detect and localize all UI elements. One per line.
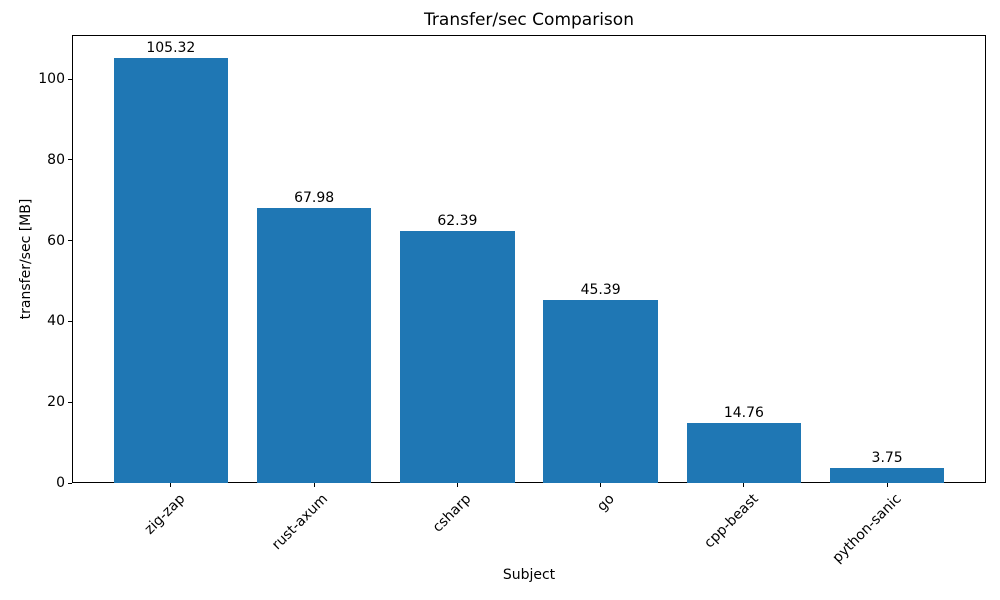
- x-tick-label: python-sanic: [829, 491, 905, 567]
- bar-value-label: 3.75: [871, 449, 903, 466]
- x-tick-label: zig-zap: [141, 491, 189, 538]
- y-tick-label: 0: [56, 475, 65, 491]
- y-tick-label: 80: [47, 151, 65, 168]
- bar: [113, 57, 229, 483]
- x-axis-label: Subject: [502, 567, 556, 583]
- bar-value-label: 105.32: [146, 39, 196, 56]
- x-tick-mark: [743, 483, 745, 487]
- y-tick-mark: [68, 78, 72, 80]
- y-tick-label: 20: [47, 394, 65, 411]
- y-tick-mark: [68, 482, 72, 484]
- x-tick-label: rust-axum: [269, 491, 332, 554]
- bar: [400, 230, 515, 483]
- x-tick-label: cpp-beast: [700, 491, 762, 552]
- y-tick-mark: [68, 240, 72, 242]
- x-tick-mark: [456, 483, 458, 487]
- y-axis-label: transfer/sec [MB]: [18, 198, 34, 320]
- x-tick-mark: [170, 483, 172, 487]
- y-tick-label: 60: [47, 232, 65, 249]
- chart-title: Transfer/sec Comparison: [424, 10, 634, 30]
- y-tick-mark: [68, 401, 72, 403]
- y-tick-mark: [68, 320, 72, 322]
- x-tick-label: csharp: [430, 491, 475, 536]
- x-tick-mark: [313, 483, 315, 487]
- bar-value-label: 67.98: [294, 190, 335, 207]
- x-tick-mark: [886, 483, 888, 487]
- bar: [256, 208, 372, 483]
- bar: [686, 423, 802, 483]
- y-tick-label: 40: [47, 313, 65, 330]
- y-tick-mark: [68, 159, 72, 161]
- bar-value-label: 14.76: [723, 405, 764, 422]
- bar-value-label: 45.39: [580, 281, 621, 298]
- bar: [829, 467, 945, 483]
- bar-value-label: 62.39: [437, 212, 478, 229]
- x-tick-mark: [600, 483, 602, 487]
- x-tick-label: go: [594, 491, 618, 515]
- bar: [543, 299, 658, 483]
- y-tick-label: 100: [38, 71, 65, 88]
